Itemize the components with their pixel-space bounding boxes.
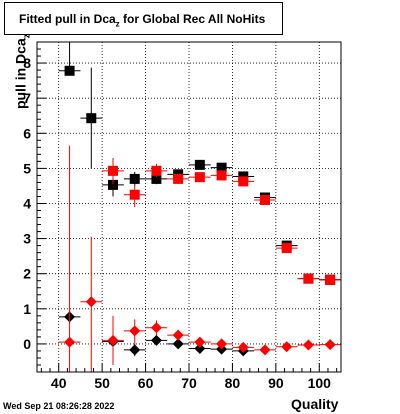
data-point-square xyxy=(238,176,249,187)
data-point-diamond xyxy=(107,334,119,346)
y-tick-label: 6 xyxy=(23,125,31,141)
data-point-diamond xyxy=(237,341,249,353)
data-point-square xyxy=(303,273,314,284)
x-tick-label: 70 xyxy=(181,375,197,391)
data-point-square xyxy=(64,65,75,76)
data-point-square xyxy=(151,165,162,176)
data-point-square xyxy=(151,173,162,184)
timestamp: Wed Sep 21 08:26:28 2022 xyxy=(3,401,115,411)
data-point-diamond xyxy=(129,325,141,337)
data-point-diamond xyxy=(150,322,162,334)
data-point-diamond xyxy=(172,338,184,350)
data-point-diamond xyxy=(324,339,336,351)
data-point-diamond xyxy=(129,344,141,356)
x-tick-label: 80 xyxy=(225,375,241,391)
chart-title: Fitted pull in Dcaz for Global Rec All N… xyxy=(19,12,266,29)
data-point-diamond xyxy=(302,339,314,351)
data-point-square xyxy=(194,159,205,170)
y-tick-label: 0 xyxy=(23,336,31,352)
y-tick-label: 5 xyxy=(23,160,31,176)
y-tick-label: 2 xyxy=(23,266,31,282)
data-point-diamond xyxy=(150,334,162,346)
data-point-diamond xyxy=(85,296,97,308)
x-tick-label: 50 xyxy=(94,375,110,391)
data-point-square xyxy=(86,113,97,124)
x-tick-label: 100 xyxy=(308,375,332,391)
data-point-square xyxy=(216,162,227,173)
y-axis-label: pull in Dcaz xyxy=(12,33,32,110)
data-point-diamond xyxy=(64,336,76,348)
data-point-square xyxy=(281,243,292,254)
y-tick-label: 4 xyxy=(23,195,31,211)
data-point-diamond xyxy=(172,329,184,341)
grid-lines xyxy=(37,42,341,372)
data-point-square xyxy=(108,179,118,190)
data-point-diamond xyxy=(194,336,206,348)
y-tick-label: 1 xyxy=(23,301,31,317)
y-tick-label: 8 xyxy=(23,55,31,71)
y-tick-label: 7 xyxy=(23,90,31,106)
data-point-square xyxy=(216,170,227,181)
x-tick-label: 40 xyxy=(51,375,67,391)
data-point-diamond xyxy=(216,338,228,350)
data-point-square xyxy=(325,275,336,286)
axis-ticks: 40 50 60 70 80 90 100 0 1 2 3 4 5 6 7 8 xyxy=(23,41,338,391)
data-point-diamond xyxy=(259,344,271,356)
x-axis-label: Quality xyxy=(291,396,339,412)
x-tick-label: 60 xyxy=(138,375,154,391)
title-box: Fitted pull in Dcaz for Global Rec All N… xyxy=(4,2,283,35)
data-point-diamond xyxy=(194,342,206,354)
data-point-diamond xyxy=(281,341,293,353)
data-point-square xyxy=(260,194,270,205)
data-point-square xyxy=(108,165,118,176)
data-point-square xyxy=(173,173,184,184)
data-point-square xyxy=(194,172,205,183)
data-point-square xyxy=(129,189,140,200)
y-tick-label: 3 xyxy=(23,231,31,247)
x-tick-label: 90 xyxy=(268,375,284,391)
data-point-square xyxy=(129,173,140,184)
data-series xyxy=(58,42,341,372)
